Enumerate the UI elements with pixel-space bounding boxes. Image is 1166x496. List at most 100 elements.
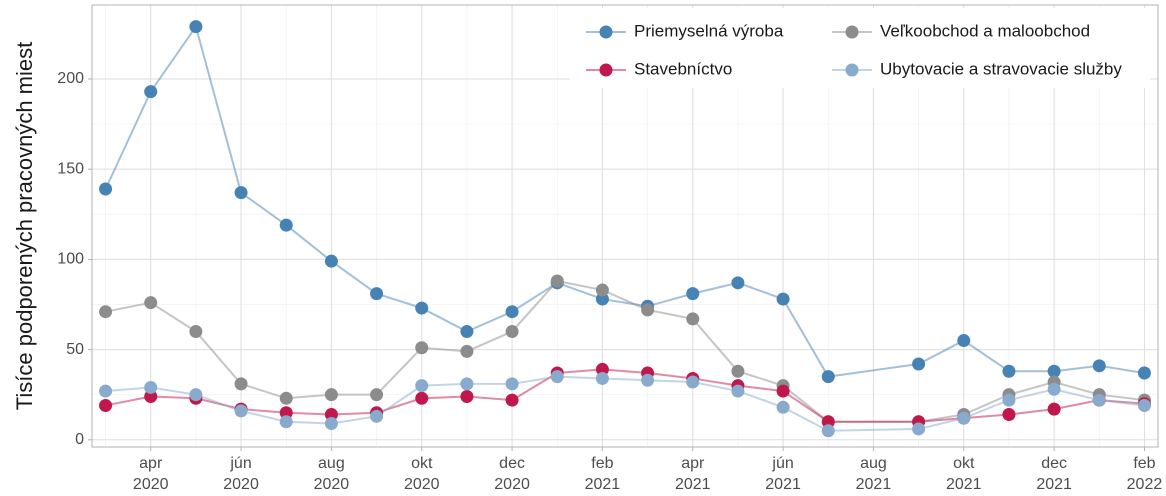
data-point [99, 182, 113, 196]
data-point [189, 20, 203, 34]
data-point [957, 334, 971, 348]
legend-label: Veľkoobchod a maloobchod [880, 21, 1090, 40]
data-point [1047, 402, 1061, 416]
data-point [1002, 393, 1016, 407]
x-tick-label: 2021 [765, 476, 801, 493]
x-tick-label: apr [681, 455, 705, 472]
x-tick-label: feb [1133, 455, 1155, 472]
data-point [912, 357, 926, 371]
x-tick-label: 2020 [133, 476, 169, 493]
data-point [415, 341, 429, 355]
legend-label: Priemyselná výroba [634, 21, 784, 40]
data-point [415, 391, 429, 405]
data-point [415, 301, 429, 315]
data-point [144, 389, 158, 403]
data-point [912, 422, 926, 436]
data-point [505, 393, 519, 407]
data-point [1047, 364, 1061, 378]
data-point [641, 373, 655, 387]
y-tick-label: 150 [57, 160, 84, 177]
legend-label: Ubytovacie a stravovacie služby [880, 59, 1122, 78]
data-point [460, 344, 474, 358]
data-point [821, 424, 835, 438]
x-tick-label: okt [411, 455, 433, 472]
data-point [234, 404, 248, 418]
data-point [415, 379, 429, 393]
legend: Priemyselná výroba Veľkoobchod a maloobch… [570, 8, 1150, 88]
data-point [731, 364, 745, 378]
x-tick-label: aug [860, 455, 887, 472]
data-point [99, 399, 113, 413]
x-tick-label: 2021 [856, 476, 892, 493]
legend-box [570, 8, 1150, 88]
x-tick-label: 2021 [1036, 476, 1072, 493]
data-point [144, 380, 158, 394]
data-point [324, 254, 338, 268]
data-point [370, 409, 384, 423]
x-tick-label: 2021 [675, 476, 711, 493]
data-point [1047, 382, 1061, 396]
data-point [821, 415, 835, 429]
legend-label: Stavebníctvo [634, 59, 732, 78]
x-tick-label: 2020 [223, 476, 259, 493]
y-tick-label: 100 [57, 251, 84, 268]
data-point [99, 384, 113, 398]
x-tick-label: 2022 [1127, 476, 1163, 493]
data-point [279, 415, 293, 429]
legend-marker [845, 63, 859, 77]
data-point [776, 384, 790, 398]
data-point [279, 218, 293, 232]
data-point [189, 325, 203, 339]
data-point [460, 377, 474, 391]
data-point [505, 325, 519, 339]
data-point [595, 371, 609, 385]
x-tick-label: dec [499, 455, 525, 472]
x-tick-label: aug [318, 455, 345, 472]
y-tick-label: 0 [75, 431, 84, 448]
data-point [957, 411, 971, 425]
data-point [234, 377, 248, 391]
y-tick-label: 50 [66, 341, 84, 358]
x-tick-label: dec [1041, 455, 1067, 472]
data-point [370, 388, 384, 402]
data-point [641, 303, 655, 317]
data-point [686, 375, 700, 389]
data-point [505, 377, 519, 391]
data-point [776, 292, 790, 306]
x-tick-label: jún [771, 455, 793, 472]
x-tick-label: apr [139, 455, 163, 472]
data-point [460, 389, 474, 403]
data-point [324, 417, 338, 431]
x-tick-label: 2020 [404, 476, 440, 493]
data-point [279, 391, 293, 405]
data-point [1002, 408, 1016, 422]
data-point [99, 305, 113, 319]
x-tick-label: 2021 [946, 476, 982, 493]
data-point [1002, 364, 1016, 378]
data-point [144, 296, 158, 310]
data-point [686, 312, 700, 326]
data-point [595, 283, 609, 297]
x-tick-label: 2020 [494, 476, 530, 493]
data-point [370, 287, 384, 301]
data-point [731, 384, 745, 398]
data-point [686, 287, 700, 301]
legend-marker [599, 63, 613, 77]
data-point [550, 274, 564, 288]
plot-border [91, 4, 1159, 448]
x-tick-label: feb [591, 455, 613, 472]
data-point [776, 400, 790, 414]
x-tick-label: okt [953, 455, 975, 472]
data-point [821, 370, 835, 384]
data-point [144, 85, 158, 99]
data-point [324, 388, 338, 402]
x-tick-label: 2020 [314, 476, 350, 493]
data-point [1092, 393, 1106, 407]
x-tick-label: jún [229, 455, 251, 472]
data-point [189, 388, 203, 402]
data-point [505, 305, 519, 319]
legend-marker [599, 25, 613, 39]
data-point [279, 406, 293, 420]
